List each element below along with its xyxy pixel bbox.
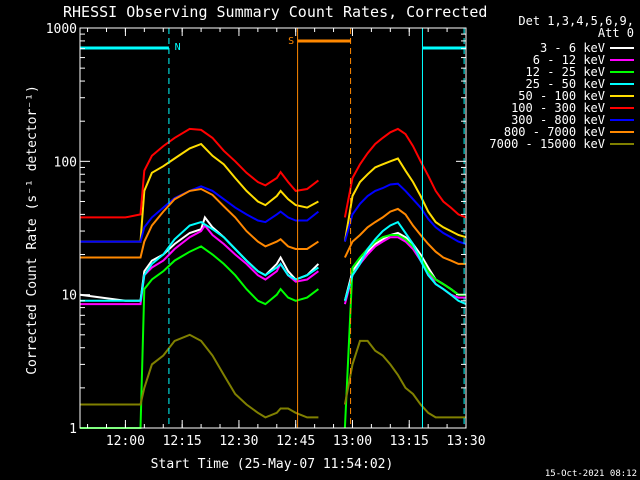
axes: 12:00 12:15 12:30 12:45 13:00 13:15 13:30 1 10 10… xyxy=(46,22,486,449)
series-line-5-a xyxy=(80,127,320,219)
series-line-7-b xyxy=(343,207,466,265)
annotation-n: N xyxy=(175,42,181,53)
x-tick-label-2: 12:30 xyxy=(219,434,258,449)
y-tick-label-0: 1 xyxy=(69,422,77,437)
series-line-2-a xyxy=(80,245,320,429)
legend-label-8: 7000 - 15000 keV xyxy=(489,137,605,151)
footer-date: 15-Oct-2021 08:12 xyxy=(545,469,637,479)
series-line-0-b xyxy=(343,231,466,302)
legend-label-7: 800 - 7000 keV xyxy=(504,125,605,139)
legend-label-0: 3 - 6 keV xyxy=(540,41,605,55)
plot-frame xyxy=(79,27,467,429)
series-line-6-b xyxy=(343,182,467,245)
series-line-3-b xyxy=(343,220,467,306)
legend-label-6: 300 - 800 keV xyxy=(511,113,605,127)
series-line-8-a xyxy=(80,333,319,419)
chart-title: RHESSI Observing Summary Count Rates, Co… xyxy=(63,3,487,21)
legend-label-2: 12 - 25 keV xyxy=(526,65,605,79)
x-tick-label-5: 13:15 xyxy=(390,434,429,449)
y-tick-label-3: 1000 xyxy=(46,22,77,37)
x-tick-label-1: 12:15 xyxy=(163,434,202,449)
legend-header-1: Att 0 xyxy=(598,26,634,40)
series-line-1-b xyxy=(343,236,466,305)
series-line-6-a xyxy=(80,185,320,243)
series-line-7-a xyxy=(80,187,319,259)
series-line-8-b xyxy=(343,339,466,419)
series-line-2-b xyxy=(343,234,466,429)
series-line-0-a xyxy=(79,215,320,302)
legend-header-0: Det 1,3,4,5,6,9, xyxy=(518,14,634,28)
y-axis-label: Corrected Count Rate (s⁻¹ detector⁻¹) xyxy=(25,85,40,375)
x-tick-label-3: 12:45 xyxy=(276,434,315,449)
x-tick-label-4: 13:00 xyxy=(333,434,372,449)
annotation-s: S xyxy=(288,36,294,47)
legend-label-4: 50 - 100 keV xyxy=(518,89,605,103)
series-line-4-a xyxy=(80,142,319,243)
y-tick-label-2: 100 xyxy=(54,155,77,170)
legend-label-1: 6 - 12 keV xyxy=(533,53,605,67)
plot-area: NS xyxy=(79,28,467,429)
x-axis-label: Start Time (25-May-07 11:54:02) xyxy=(151,457,394,472)
series-line-3-a xyxy=(80,221,319,302)
x-tick-label-0: 12:00 xyxy=(106,434,145,449)
y-tick-label-1: 10 xyxy=(61,289,77,304)
series-line-5-b xyxy=(343,127,467,219)
series-line-4-b xyxy=(343,157,467,242)
legend-label-3: 25 - 50 keV xyxy=(526,77,605,91)
x-tick-label-6: 13:30 xyxy=(446,434,485,449)
legend-label-5: 100 - 300 keV xyxy=(511,101,605,115)
